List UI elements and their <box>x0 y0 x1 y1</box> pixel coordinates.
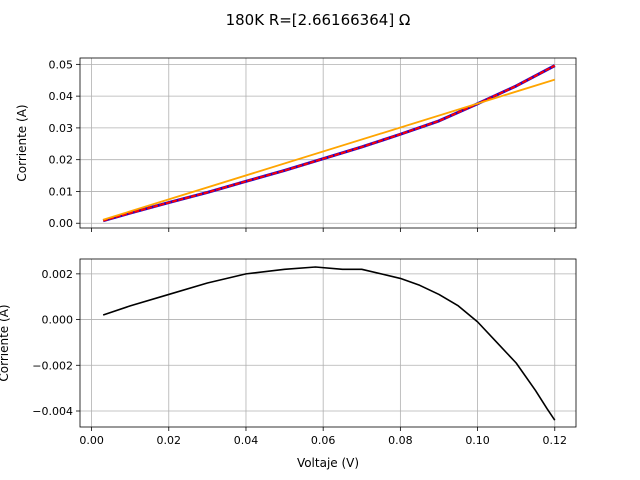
y-tick-label: −0.002 <box>32 359 73 372</box>
y-axis-label: Corriente (A) <box>15 104 29 181</box>
y-tick-label: 0.02 <box>49 154 74 167</box>
figure-title: 180K R=[2.66166364] Ω <box>226 11 411 29</box>
plot-frame <box>79 57 577 229</box>
x-tick-label: 0.02 <box>157 434 182 447</box>
plot-frame <box>79 258 577 428</box>
x-tick-label: 0.12 <box>543 434 568 447</box>
measured-current-line <box>102 64 556 223</box>
x-axis-label: Voltaje (V) <box>297 456 359 470</box>
top-plot-panel: 0.00 0.01 0.02 0.03 0.04 0.05 Corriente (A) <box>15 57 577 232</box>
x-tick-label: 0.10 <box>465 434 490 447</box>
x-tick-label: 0.04 <box>234 434 259 447</box>
y-axis-label: Corriente (A) <box>0 304 11 381</box>
x-tick-label: 0.06 <box>311 434 336 447</box>
y-tick-label: 0.03 <box>49 122 74 135</box>
linear-fit-line <box>102 78 556 221</box>
y-tick-label: 0.00 <box>49 217 74 230</box>
y-tick-label: −0.004 <box>32 405 73 418</box>
y-tick-label: 0.01 <box>49 185 74 198</box>
y-tick-label: 0.05 <box>49 58 74 71</box>
measured-current-points <box>102 64 556 222</box>
bottom-plot-panel: 0.00 0.02 0.04 0.06 0.08 0.10 0.12 −0.004 −0.002… <box>0 258 577 470</box>
x-tick-label: 0.00 <box>79 434 104 447</box>
y-tick-label: 0.002 <box>42 268 74 281</box>
y-tick-label: 0.000 <box>42 314 74 327</box>
x-tick-label: 0.08 <box>388 434 413 447</box>
residual-current-line <box>102 266 556 421</box>
y-tick-label: 0.04 <box>49 90 74 103</box>
